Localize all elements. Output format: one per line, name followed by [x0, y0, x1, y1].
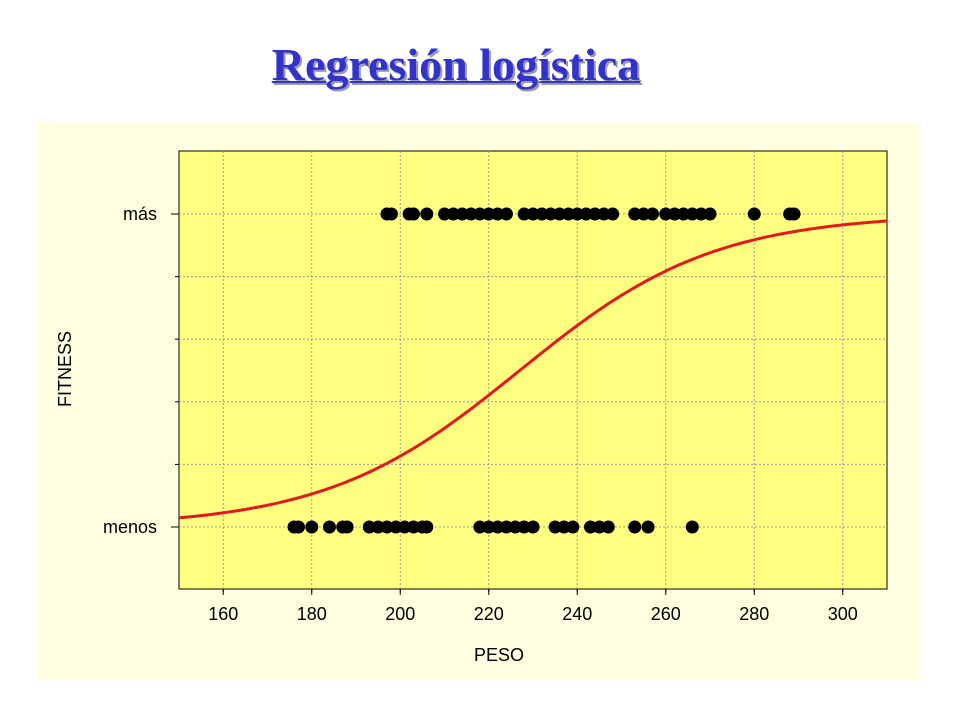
logistic-curve: [178, 219, 888, 520]
chart-panel: menos más 160 180 200 220 240 260 280 300 PESO F…: [38, 123, 920, 680]
x-tick-labels: 160 180 200 220 240 260 280 300: [208, 604, 858, 624]
data-point: [499, 207, 513, 221]
y-tick-label: más: [123, 204, 157, 224]
x-tick-label: 260: [651, 604, 681, 624]
data-point: [747, 207, 761, 221]
data-point: [641, 520, 655, 534]
data-point: [305, 520, 319, 534]
data-point: [407, 207, 421, 221]
x-tick-label: 220: [474, 604, 504, 624]
data-point: [420, 207, 434, 221]
curve-layer: [178, 219, 888, 520]
data-point: [628, 520, 642, 534]
x-tick-label: 180: [297, 604, 327, 624]
plot-area: [178, 150, 888, 590]
data-point: [322, 520, 336, 534]
data-point: [601, 520, 615, 534]
data-point: [606, 207, 620, 221]
slide-title: Regresión logística: [271, 39, 641, 90]
x-tick-label: 300: [828, 604, 858, 624]
data-point: [685, 520, 699, 534]
x-tick-label: 200: [385, 604, 415, 624]
x-tick-label: 280: [739, 604, 769, 624]
y-tick-labels: menos más: [103, 204, 157, 537]
data-point: [340, 520, 354, 534]
data-point: [526, 520, 540, 534]
data-point: [566, 520, 580, 534]
data-point: [645, 207, 659, 221]
x-tick-label: 240: [562, 604, 592, 624]
axis-ticks: [171, 213, 844, 595]
data-point: [703, 207, 717, 221]
data-point: [420, 520, 434, 534]
x-axis-label: PESO: [474, 645, 524, 665]
data-points: [287, 207, 801, 534]
data-point: [787, 207, 801, 221]
x-tick-label: 160: [208, 604, 238, 624]
data-point: [384, 207, 398, 221]
y-axis-label: FITNESS: [55, 331, 75, 407]
data-point: [291, 520, 305, 534]
logistic-regression-chart: menos más 160 180 200 220 240 260 280 300 PESO F…: [55, 150, 888, 665]
y-tick-label: menos: [103, 517, 157, 537]
